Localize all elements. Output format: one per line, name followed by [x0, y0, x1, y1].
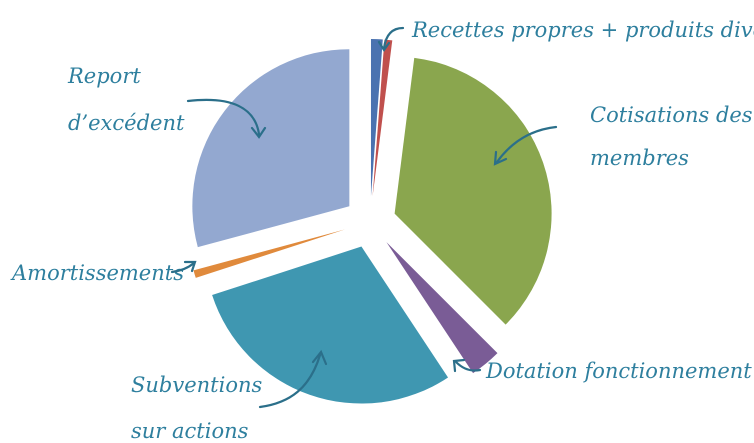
arrow-cotisations-head: [493, 150, 508, 166]
arrow-cotisations: [495, 125, 558, 164]
label-report-line1: Report: [67, 64, 141, 88]
label-cotisations-line2: membres: [590, 146, 689, 170]
arrow-dotation-head: [452, 358, 466, 373]
pie-slice-report-d-exc-dent: [192, 49, 350, 248]
label-subventions-line2: sur actions: [131, 419, 249, 443]
pie-slice-produits-divers: [372, 39, 393, 197]
arrow-recettes: [382, 26, 405, 50]
pie-slice-dotation-fonctionnement-etat: [386, 242, 498, 374]
label-report-line2: d’excédent: [68, 111, 185, 135]
pie-slices: [192, 39, 552, 404]
arrow-subventions: [258, 353, 322, 409]
arrow-report: [186, 98, 261, 136]
pie-slice-amortissements: [193, 229, 346, 278]
arrows: [170, 26, 558, 409]
pie-slice-subventions-sur-actions: [212, 246, 449, 404]
arrow-report-head: [250, 126, 267, 139]
arrow-dotation: [454, 360, 482, 372]
label-subventions-line1: Subventions: [131, 373, 262, 397]
label-recettes: Recettes propres + produits divers: [411, 18, 754, 42]
arrow-amortissements-head: [183, 260, 197, 273]
label-cotisations-line1: Cotisations des: [590, 103, 753, 127]
arrow-subventions-head: [311, 349, 328, 366]
pie-slice-recettes-propres: [370, 39, 383, 197]
pie-slice-cotisations-des-membres: [394, 57, 552, 325]
label-dotation: Dotation fonctionnement Etat: [485, 359, 754, 383]
arrow-recettes-head: [377, 40, 391, 52]
label-amortissements: Amortissements: [10, 261, 184, 285]
arrow-amortissements: [170, 261, 196, 274]
